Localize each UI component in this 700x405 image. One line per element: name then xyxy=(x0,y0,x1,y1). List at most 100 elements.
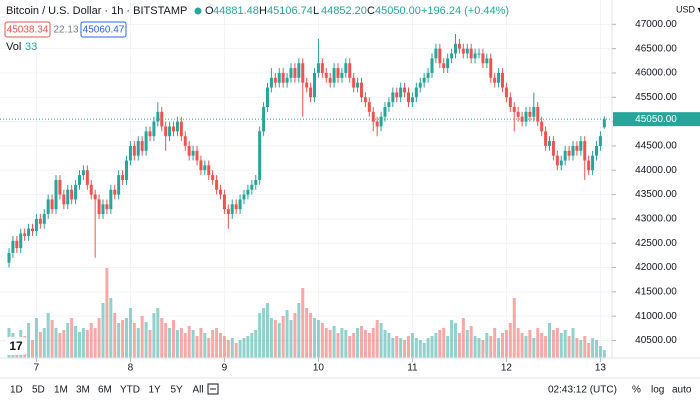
x-tick-label: 10 xyxy=(313,363,325,374)
range-button[interactable]: 1M xyxy=(54,385,68,396)
candle-body xyxy=(254,179,258,185)
range-button[interactable]: All xyxy=(193,385,204,396)
scale-option[interactable]: auto xyxy=(672,385,692,396)
volume-bar xyxy=(70,318,74,358)
candle-body xyxy=(105,204,109,210)
candle-body xyxy=(89,184,93,195)
candle-body xyxy=(340,72,344,78)
compare-icon[interactable] xyxy=(207,383,219,395)
volume-bar xyxy=(371,328,375,358)
scale-option[interactable]: log xyxy=(651,385,664,396)
candle-body xyxy=(548,141,551,146)
volume-bar xyxy=(438,330,442,358)
y-tick-label: 46000.00 xyxy=(635,68,677,79)
ohlc-value: 45050.00 xyxy=(375,5,421,17)
candle-body xyxy=(563,150,567,161)
volume-value: 33 xyxy=(25,41,37,53)
range-button[interactable]: 6M xyxy=(98,385,112,396)
scale-option[interactable]: % xyxy=(632,385,641,396)
volume-bar xyxy=(121,320,125,358)
y-tick-label: 43000.00 xyxy=(635,214,677,225)
change: +196.24 (+0.44%) xyxy=(421,5,509,17)
candle-body xyxy=(579,141,583,151)
candle-body xyxy=(42,214,46,224)
ohlc-letter: C xyxy=(367,5,375,17)
candle-body xyxy=(532,107,536,117)
candle-body xyxy=(34,218,38,232)
bid: 45038.34 xyxy=(7,25,49,36)
volume-bar xyxy=(191,330,195,358)
volume-bar xyxy=(524,336,528,358)
volume-bar xyxy=(465,330,469,358)
currency[interactable]: USD ▾ xyxy=(676,4,700,14)
candle-body xyxy=(226,209,230,215)
candle-body xyxy=(489,58,493,78)
ohlc-value: 45106.74 xyxy=(267,5,313,17)
range-button[interactable]: 5Y xyxy=(171,385,184,396)
candle-body xyxy=(367,102,371,112)
x-tick-label: 9 xyxy=(222,363,228,374)
volume-bar xyxy=(148,330,152,358)
volume-bar xyxy=(591,338,595,358)
ohlc-value: 44852.20 xyxy=(321,5,367,17)
candle-body xyxy=(183,136,187,146)
range-button[interactable]: 3M xyxy=(76,385,90,396)
ohlc-legend: O 44881.48 H 45106.74 L 44852.20 C 45050.00 xyxy=(205,5,421,17)
volume-bar xyxy=(356,328,360,358)
volume-bar xyxy=(477,338,481,358)
volume-bar xyxy=(38,332,42,358)
candle-body xyxy=(328,77,332,83)
volume-bar xyxy=(313,318,316,358)
candle-body xyxy=(144,131,148,151)
y-tick-label: 45500.00 xyxy=(635,92,677,103)
volume-bar xyxy=(230,338,234,358)
volume-bar xyxy=(309,313,313,358)
candle-body xyxy=(132,145,136,156)
range-button[interactable]: YTD xyxy=(120,385,140,396)
bid-box[interactable] xyxy=(4,21,51,38)
ohlc-value: 44881.48 xyxy=(213,5,259,17)
volume-bar xyxy=(211,330,215,358)
candle-body xyxy=(78,175,81,185)
candle-body xyxy=(375,121,379,127)
market-status xyxy=(194,7,202,15)
candle-body xyxy=(571,145,575,156)
candle-body xyxy=(497,72,501,83)
candle-body xyxy=(591,155,595,171)
volume-bar xyxy=(140,316,144,358)
candle-body xyxy=(391,92,395,103)
candle-body xyxy=(504,87,508,98)
candle-body xyxy=(273,77,277,83)
ohlc-letter: O xyxy=(205,5,214,17)
volume-bar xyxy=(316,320,320,358)
range-button[interactable]: 1Y xyxy=(149,385,162,396)
candle-body xyxy=(85,170,89,185)
volume-bar xyxy=(403,340,407,358)
range-button[interactable]: 1D xyxy=(10,385,23,396)
volume-bar xyxy=(332,326,336,358)
ask-box[interactable] xyxy=(80,21,127,38)
volume-bar xyxy=(156,308,160,358)
volume-bar xyxy=(207,338,211,358)
candle-body xyxy=(395,92,399,98)
volume-bar xyxy=(348,336,352,358)
volume-bar xyxy=(136,328,140,358)
volume-bar xyxy=(430,336,434,358)
volume-bar xyxy=(493,328,497,358)
volume-bar xyxy=(222,336,226,358)
volume-bar xyxy=(367,333,371,358)
candle-body xyxy=(595,145,598,156)
volume-bar xyxy=(320,323,324,358)
candle-body xyxy=(379,116,383,127)
candle-body xyxy=(164,126,168,137)
last-price-label: 45050.00 xyxy=(635,114,677,125)
candle-body xyxy=(602,119,606,128)
volume-bar xyxy=(387,333,391,358)
volume-bar xyxy=(226,340,230,358)
candle-body xyxy=(407,92,410,103)
volume-bar xyxy=(344,330,348,358)
range-button[interactable]: 5D xyxy=(32,385,45,396)
candle-body xyxy=(262,107,266,132)
volume-bar xyxy=(485,333,489,358)
